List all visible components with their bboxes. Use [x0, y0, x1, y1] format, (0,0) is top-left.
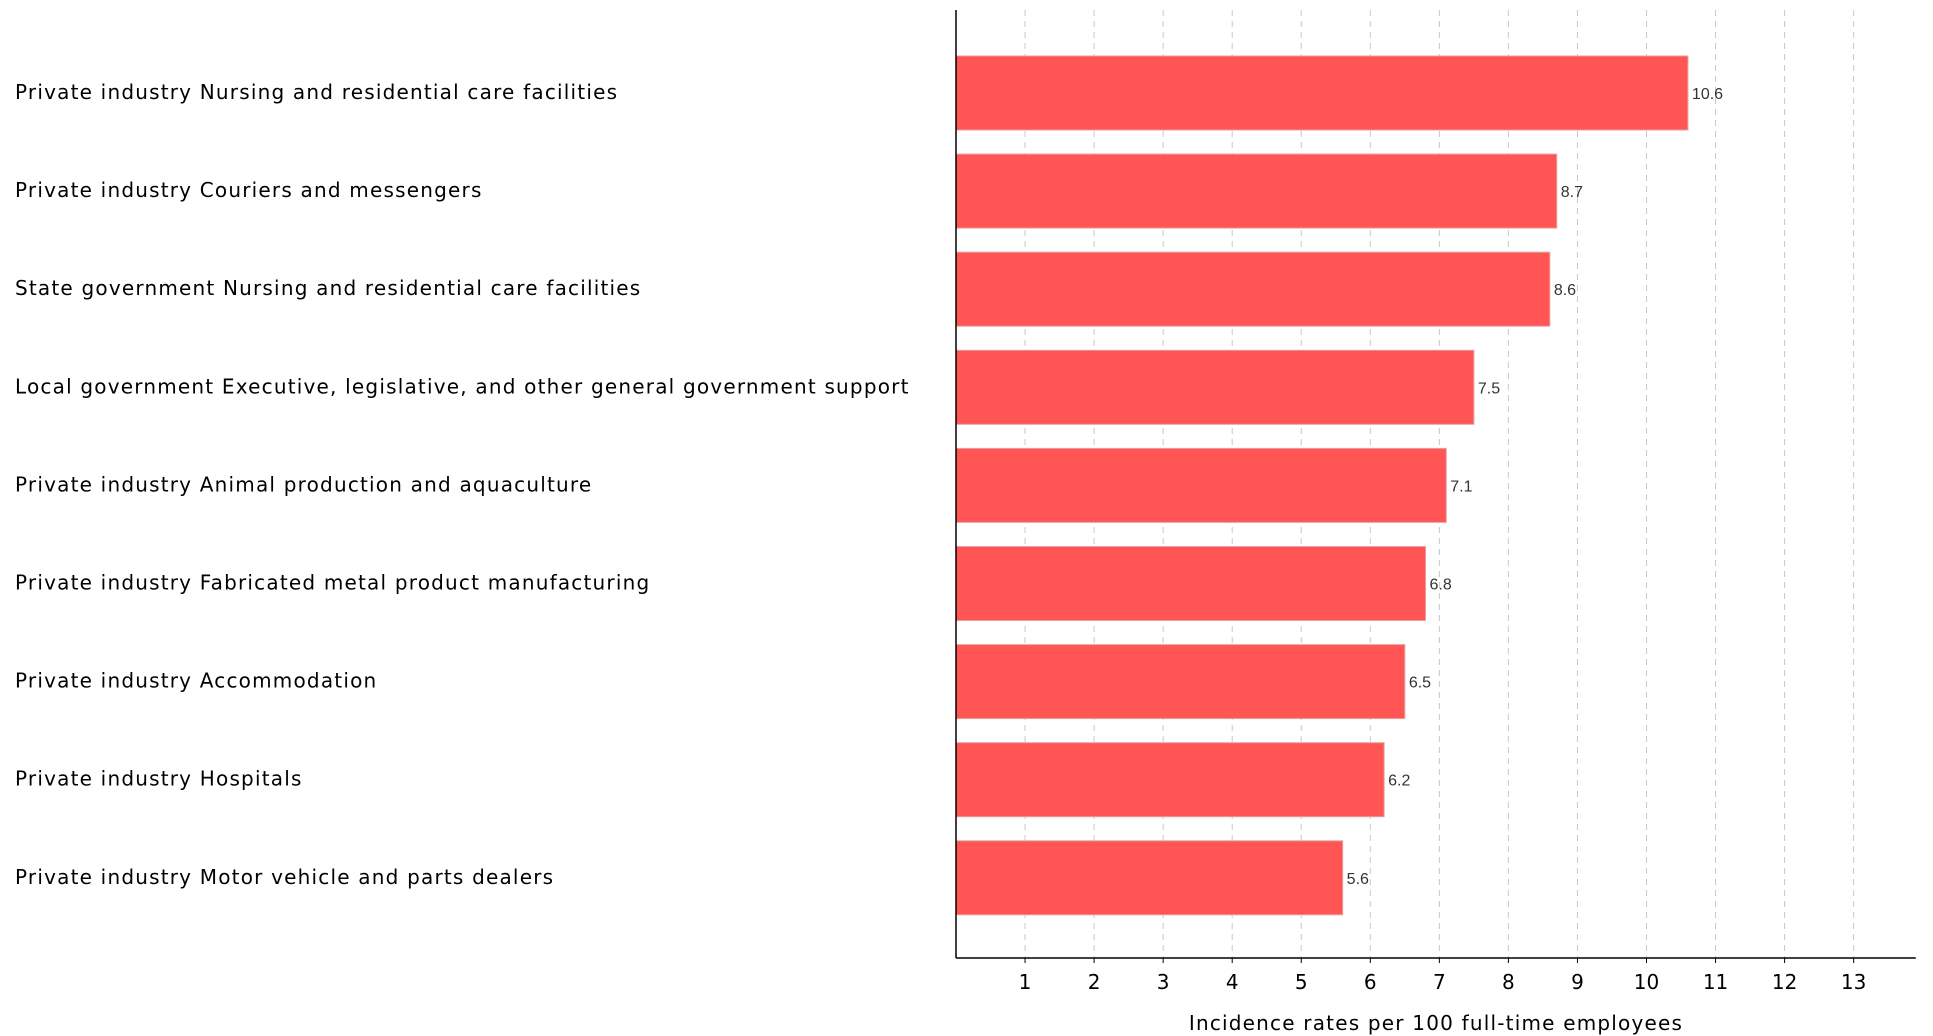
category-label-4: Local government Executive, legislative,… — [15, 374, 910, 398]
x-tick-label-12: 12 — [1772, 970, 1797, 994]
x-tick-label-13: 13 — [1841, 970, 1866, 994]
value-label-6: 6.8 — [1430, 577, 1452, 594]
category-label-3: State government Nursing and residential… — [15, 276, 641, 300]
value-label-7: 6.5 — [1409, 675, 1431, 692]
x-axis-title: Incidence rates per 100 full-time employ… — [1189, 1011, 1683, 1035]
value-label-9: 5.6 — [1347, 871, 1369, 888]
category-label-6: Private industry Fabricated metal produc… — [15, 571, 650, 595]
category-label-2: Private industry Couriers and messengers — [15, 178, 483, 202]
x-tick-label-2: 2 — [1088, 970, 1101, 994]
bars — [955, 55, 1689, 916]
x-tick-label-7: 7 — [1433, 970, 1446, 994]
value-labels: 10.6 8.7 8.6 7.5 7.1 6.8 6.5 6.2 5.6 — [1347, 86, 1723, 888]
category-label-7: Private industry Accommodation — [15, 669, 377, 693]
x-tick-label-1: 1 — [1019, 970, 1032, 994]
bar-7 — [955, 644, 1406, 720]
x-tick-label-9: 9 — [1571, 970, 1584, 994]
bar-4 — [955, 349, 1475, 425]
category-label-1: Private industry Nursing and residential… — [15, 80, 618, 104]
x-tick-label-5: 5 — [1295, 970, 1308, 994]
bar-5 — [955, 447, 1447, 523]
x-tick-label-10: 10 — [1634, 970, 1659, 994]
category-label-5: Private industry Animal production and a… — [15, 472, 592, 496]
x-tick-label-4: 4 — [1226, 970, 1239, 994]
bar-2 — [955, 153, 1558, 229]
x-tick-label-8: 8 — [1502, 970, 1515, 994]
category-label-9: Private industry Motor vehicle and parts… — [15, 865, 554, 889]
axes — [955, 10, 1916, 963]
value-label-4: 7.5 — [1478, 380, 1500, 397]
category-label-8: Private industry Hospitals — [15, 767, 303, 791]
category-labels: Private industry Nursing and residential… — [15, 80, 910, 889]
value-label-3: 8.6 — [1554, 282, 1576, 299]
x-tick-label-6: 6 — [1364, 970, 1377, 994]
value-label-1: 10.6 — [1692, 86, 1723, 103]
x-tick-label-3: 3 — [1157, 970, 1170, 994]
x-tick-label-11: 11 — [1703, 970, 1728, 994]
bar-1 — [955, 55, 1689, 131]
value-label-8: 6.2 — [1388, 773, 1410, 790]
bar-8 — [955, 742, 1385, 818]
value-label-5: 7.1 — [1450, 478, 1472, 495]
bar-9 — [955, 840, 1344, 916]
bar-6 — [955, 546, 1427, 621]
bar-3 — [955, 251, 1551, 327]
x-tick-labels: 1 2 3 4 5 6 7 8 9 10 11 12 13 — [1019, 970, 1867, 994]
value-label-2: 8.7 — [1561, 184, 1583, 201]
